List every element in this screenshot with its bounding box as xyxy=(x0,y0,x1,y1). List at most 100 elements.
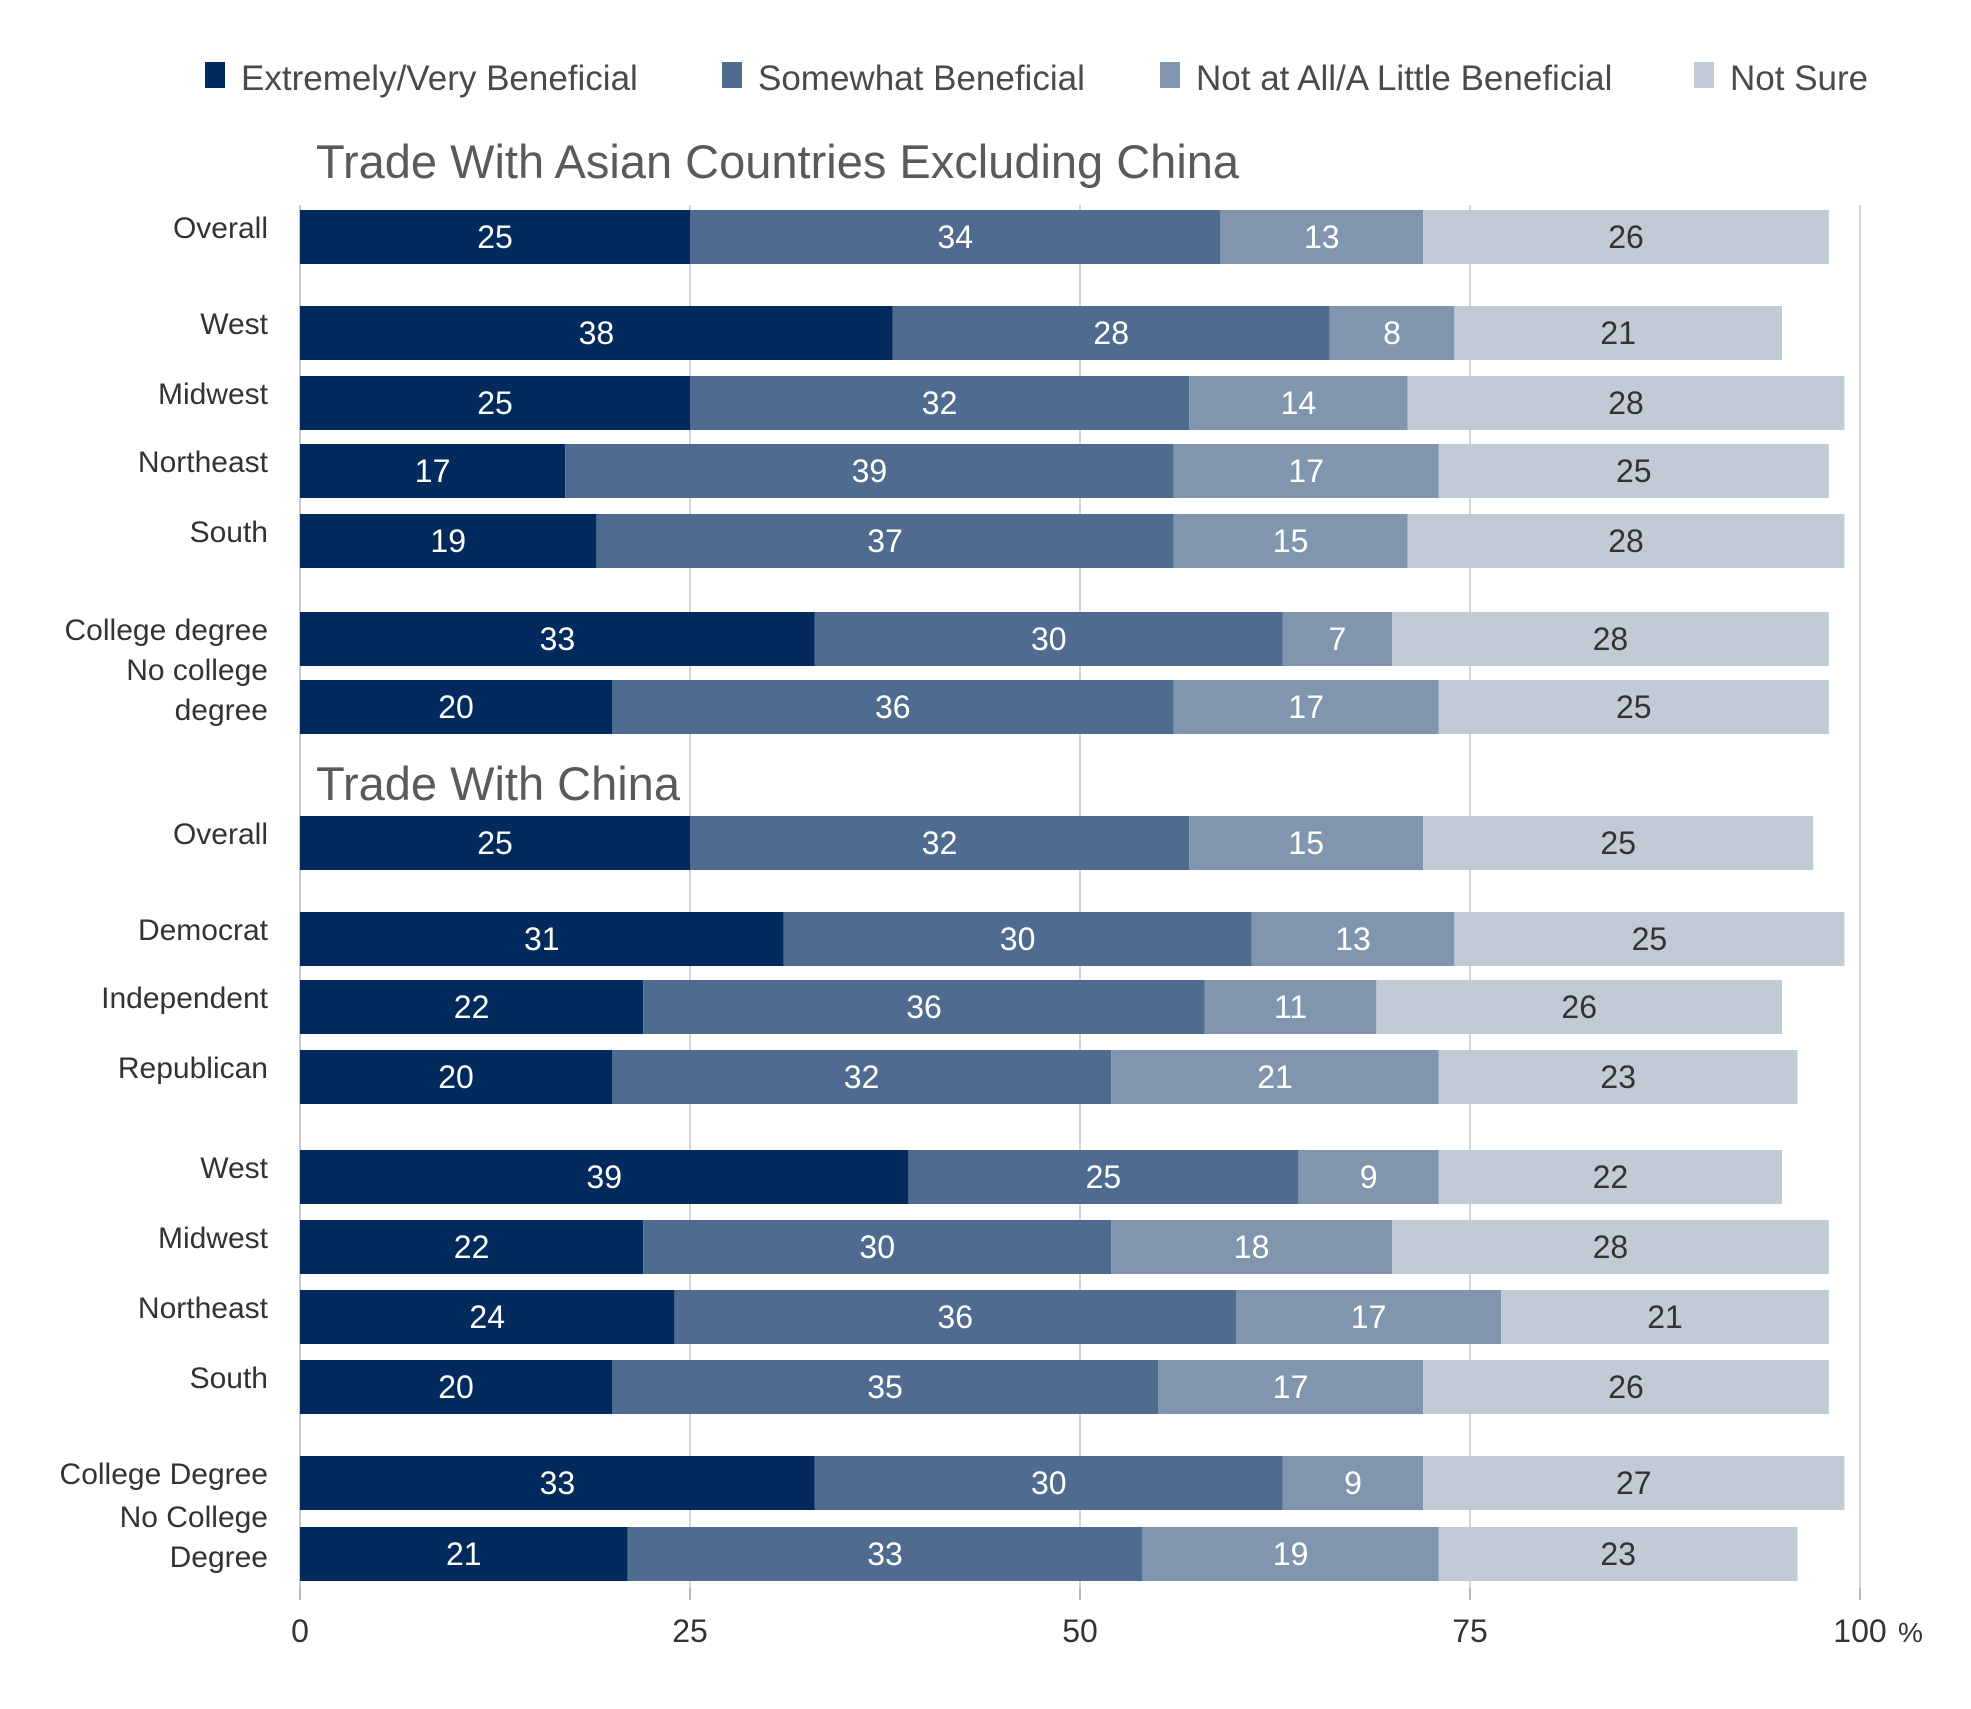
data-label: 39 xyxy=(852,453,888,489)
legend-label: Extremely/Very Beneficial xyxy=(241,59,638,98)
legend-swatch xyxy=(1694,62,1714,88)
bar-segment xyxy=(300,912,784,966)
category-label: College degree xyxy=(65,614,268,647)
data-label: 30 xyxy=(1031,1465,1067,1501)
data-label: 25 xyxy=(477,219,513,255)
bar-segment xyxy=(690,376,1190,430)
data-label: 14 xyxy=(1281,385,1317,421)
bar-segment xyxy=(1251,912,1455,966)
bar-segment xyxy=(300,680,612,734)
bar-segment xyxy=(1407,376,1845,430)
bar-segment xyxy=(690,210,1221,264)
bar-segment xyxy=(1423,1360,1829,1414)
bar-segment xyxy=(627,1527,1143,1581)
data-label: 34 xyxy=(937,219,973,255)
legend-swatch xyxy=(1160,62,1180,88)
category-label: College Degree xyxy=(60,1458,268,1491)
bar-segment xyxy=(300,1527,628,1581)
data-label: 26 xyxy=(1561,989,1597,1025)
panel-title: Trade With Asian Countries Excluding Chi… xyxy=(316,135,1240,188)
data-label: 25 xyxy=(1600,825,1636,861)
bar-segment xyxy=(1438,444,1829,498)
bar-segment xyxy=(814,1456,1283,1510)
category-label: Northeast xyxy=(138,1292,269,1325)
bar-segment xyxy=(1142,1527,1439,1581)
bar-segment xyxy=(612,680,1174,734)
data-label: 9 xyxy=(1360,1159,1378,1195)
bar-segment xyxy=(1376,980,1782,1034)
data-label: 25 xyxy=(1632,921,1668,957)
data-label: 33 xyxy=(867,1536,903,1572)
bar-segment xyxy=(1407,514,1845,568)
data-label: 8 xyxy=(1383,315,1401,351)
data-label: 15 xyxy=(1288,825,1324,861)
category-label: No College Degree xyxy=(120,1501,268,1574)
data-label: 17 xyxy=(415,453,451,489)
data-label: 21 xyxy=(446,1536,482,1572)
bar-segment xyxy=(1189,816,1424,870)
bar-segment xyxy=(690,816,1190,870)
data-label: 11 xyxy=(1274,989,1307,1025)
data-label: 25 xyxy=(1616,453,1652,489)
bar-segment xyxy=(612,1050,1112,1104)
category-label: No college degree xyxy=(126,654,268,727)
data-label: 19 xyxy=(430,523,466,559)
data-label: 33 xyxy=(540,1465,576,1501)
x-axis-unit: % xyxy=(1898,1617,1923,1648)
data-label: 36 xyxy=(937,1299,973,1335)
data-label: 7 xyxy=(1329,621,1347,657)
data-label: 13 xyxy=(1335,921,1371,957)
category-label: Overall xyxy=(173,212,268,245)
data-label: 23 xyxy=(1600,1536,1636,1572)
bar-segment xyxy=(300,1220,644,1274)
data-label: 25 xyxy=(477,825,513,861)
data-label: 39 xyxy=(586,1159,622,1195)
data-label: 31 xyxy=(524,921,560,957)
data-label: 22 xyxy=(454,989,490,1025)
bar-segment xyxy=(300,444,566,498)
data-label: 19 xyxy=(1273,1536,1309,1572)
data-label: 30 xyxy=(1000,921,1036,957)
category-label: Independent xyxy=(101,982,268,1015)
bar-segment xyxy=(674,1290,1236,1344)
data-label: 28 xyxy=(1593,1229,1629,1265)
bar-segment xyxy=(1423,1456,1845,1510)
panel-title: Trade With China xyxy=(316,757,681,810)
bar-segment xyxy=(1158,1360,1424,1414)
bar-segment xyxy=(1282,612,1392,666)
data-label: 21 xyxy=(1600,315,1636,351)
bar-segment xyxy=(300,1360,612,1414)
data-label: 23 xyxy=(1600,1059,1636,1095)
gridlines xyxy=(689,205,1861,1588)
bar-segment xyxy=(300,980,644,1034)
bar-segment xyxy=(1392,1220,1829,1274)
bar-segment xyxy=(1173,444,1439,498)
category-label: South xyxy=(190,1362,268,1395)
data-label: 35 xyxy=(867,1369,903,1405)
bar-segment xyxy=(596,514,1174,568)
data-label: 13 xyxy=(1304,219,1340,255)
bar-segment xyxy=(1438,1050,1798,1104)
bar-segment xyxy=(300,1050,612,1104)
bar-segment xyxy=(1454,912,1845,966)
bar-segment xyxy=(1438,1527,1798,1581)
data-label: 22 xyxy=(1593,1159,1629,1195)
data-label: 28 xyxy=(1593,621,1629,657)
bar-segment xyxy=(1501,1290,1829,1344)
category-label: Democrat xyxy=(138,914,269,947)
bar-segment xyxy=(1173,514,1408,568)
labels: Trade With Asian Countries Excluding Chi… xyxy=(60,135,1683,1574)
bar-segment xyxy=(1204,980,1377,1034)
legend-swatch xyxy=(722,62,742,88)
data-label: 17 xyxy=(1273,1369,1309,1405)
bar-segment xyxy=(643,980,1205,1034)
bar-segment xyxy=(300,1290,675,1344)
bar-segment xyxy=(814,612,1283,666)
bar-segment xyxy=(1236,1290,1502,1344)
data-label: 21 xyxy=(1647,1299,1683,1335)
data-label: 17 xyxy=(1288,689,1324,725)
bar-segment xyxy=(1438,680,1829,734)
legend: Extremely/Very Beneficial Somewhat Benefi… xyxy=(205,59,1868,98)
legend-label: Not Sure xyxy=(1730,59,1868,98)
bar-segment xyxy=(1392,612,1829,666)
